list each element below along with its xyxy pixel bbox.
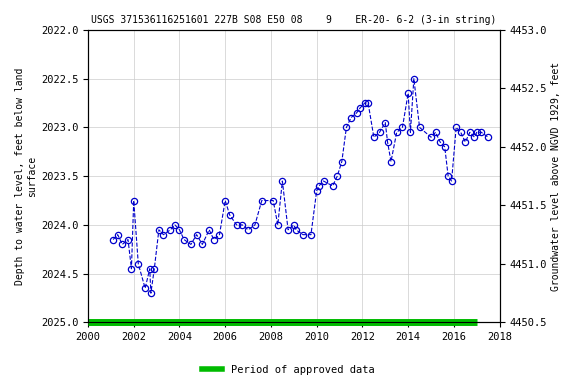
Title: USGS 371536116251601 227B S08 E50 08    9    ER-20- 6-2 (3-in string): USGS 371536116251601 227B S08 E50 08 9 E…	[91, 15, 497, 25]
Y-axis label: Groundwater level above NGVD 1929, feet: Groundwater level above NGVD 1929, feet	[551, 61, 561, 291]
Legend: Period of approved data: Period of approved data	[198, 361, 378, 379]
Y-axis label: Depth to water level, feet below land
surface: Depth to water level, feet below land su…	[15, 68, 37, 285]
